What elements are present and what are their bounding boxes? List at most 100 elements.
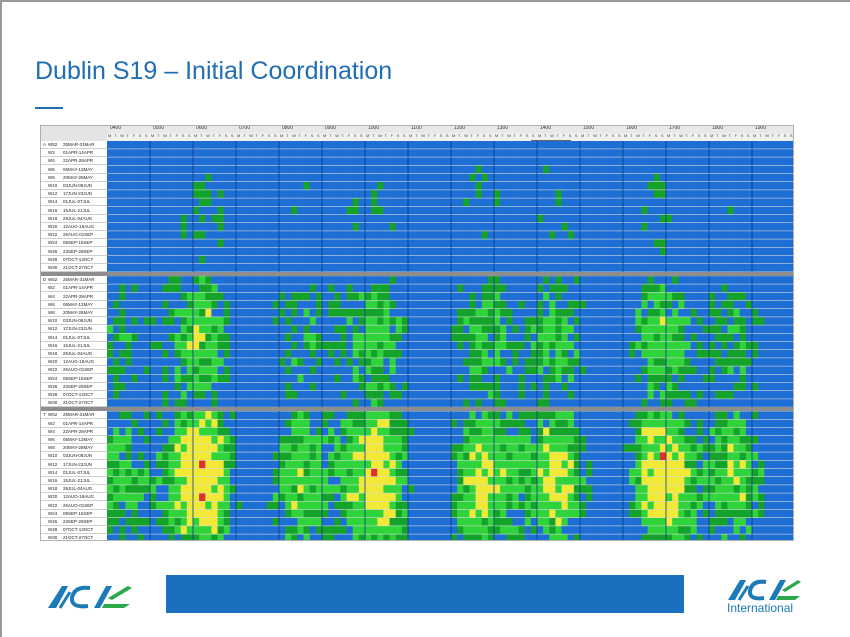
grid-cell bbox=[371, 452, 378, 460]
day-label: T bbox=[587, 133, 590, 138]
grid-cell bbox=[475, 411, 483, 419]
grid-cell bbox=[113, 350, 120, 358]
grid-cell bbox=[401, 350, 409, 358]
grid-cell bbox=[745, 284, 753, 292]
grid-cell bbox=[285, 382, 292, 391]
grid-cell bbox=[223, 399, 231, 407]
grid-cell bbox=[641, 452, 648, 460]
grid-cell bbox=[371, 436, 378, 444]
grid-cell bbox=[604, 477, 612, 485]
grid-cell bbox=[125, 157, 132, 165]
grid-cell bbox=[426, 317, 433, 325]
grid-cell bbox=[174, 284, 182, 292]
week-dates: 12AUG-18AUG bbox=[63, 494, 95, 500]
grid-cell bbox=[291, 206, 298, 215]
grid-cell bbox=[457, 382, 464, 391]
grid-cell bbox=[469, 149, 476, 157]
grid-cell bbox=[764, 264, 771, 272]
grid-cell bbox=[739, 239, 747, 247]
week-code: W16 bbox=[48, 478, 58, 483]
grid-cell bbox=[512, 468, 519, 477]
grid-cell bbox=[180, 452, 188, 460]
grid-cell bbox=[174, 427, 182, 436]
grid-cell bbox=[444, 165, 452, 174]
grid-cell bbox=[297, 317, 304, 325]
grid-cell bbox=[377, 436, 384, 444]
grid-cell bbox=[752, 292, 759, 301]
grid-cell bbox=[506, 264, 513, 272]
grid-cell bbox=[616, 411, 624, 419]
grid-cell bbox=[659, 411, 667, 419]
grid-cell bbox=[512, 452, 519, 460]
grid-cell bbox=[119, 165, 126, 174]
grid-cell bbox=[518, 333, 526, 342]
grid-cell bbox=[727, 399, 734, 407]
grid-cell bbox=[358, 231, 366, 239]
grid-cell bbox=[272, 300, 280, 309]
grid-cell bbox=[254, 173, 261, 182]
grid-cell bbox=[346, 477, 354, 485]
week-dates: 09SEP-15SEP bbox=[63, 510, 93, 516]
week-code: W4 bbox=[48, 293, 55, 299]
grid-cell bbox=[186, 239, 194, 247]
grid-cell bbox=[555, 149, 562, 157]
grid-cell bbox=[666, 419, 673, 428]
grid-cell bbox=[549, 190, 556, 198]
grid-cell bbox=[168, 165, 175, 174]
grid-cell bbox=[156, 485, 163, 493]
grid-cell bbox=[567, 382, 575, 391]
grid-cell bbox=[236, 333, 243, 342]
grid-cell bbox=[150, 341, 157, 350]
grid-cell bbox=[328, 300, 335, 309]
grid-cell bbox=[291, 247, 298, 256]
grid-cell bbox=[494, 444, 501, 452]
grid-cell bbox=[266, 391, 274, 399]
grid-cell bbox=[217, 452, 225, 460]
grid-cell bbox=[236, 427, 243, 436]
grid-cell bbox=[543, 276, 550, 284]
grid-cell bbox=[322, 239, 329, 247]
grid-cell bbox=[494, 391, 501, 399]
grid-cell bbox=[242, 468, 249, 477]
grid-cell bbox=[174, 292, 182, 301]
grid-cell bbox=[555, 284, 562, 292]
grid-cell bbox=[401, 255, 409, 264]
grid-cell bbox=[567, 276, 575, 284]
grid-cell bbox=[512, 317, 519, 325]
grid-cell bbox=[315, 182, 323, 190]
grid-row-label: W22 26AUG-01SEP bbox=[41, 502, 107, 510]
grid-cell bbox=[647, 149, 655, 157]
grid-cell bbox=[211, 350, 218, 358]
grid-cell bbox=[229, 223, 237, 231]
grid-cell bbox=[260, 255, 268, 264]
grid-cell bbox=[272, 141, 280, 149]
grid-cell bbox=[119, 198, 126, 206]
grid-cell bbox=[469, 198, 476, 206]
grid-cell bbox=[555, 452, 562, 460]
grid-cell bbox=[696, 214, 704, 223]
grid-cell bbox=[395, 391, 403, 399]
grid-cell bbox=[696, 182, 704, 190]
grid-cell bbox=[524, 374, 532, 383]
grid-cell bbox=[604, 239, 612, 247]
grid-cell bbox=[334, 366, 341, 374]
grid-cell bbox=[549, 206, 556, 215]
grid-cell bbox=[580, 300, 587, 309]
grid-cell bbox=[487, 149, 495, 157]
grid-cell bbox=[438, 411, 446, 419]
grid-cell bbox=[143, 190, 151, 198]
grid-cell bbox=[199, 333, 206, 342]
grid-cell bbox=[432, 284, 440, 292]
grid-cell bbox=[137, 468, 145, 477]
grid-cell bbox=[229, 309, 237, 317]
grid-cell bbox=[328, 485, 335, 493]
grid-cell bbox=[758, 190, 765, 198]
grid-cell bbox=[371, 333, 378, 342]
grid-cell bbox=[242, 173, 249, 182]
grid-cell bbox=[561, 141, 569, 149]
grid-cell bbox=[629, 427, 636, 436]
grid-row-label: W2 01APR-14APR bbox=[41, 284, 107, 293]
grid-cell bbox=[199, 419, 206, 428]
grid-cell bbox=[518, 366, 526, 374]
grid-cell bbox=[610, 198, 618, 206]
